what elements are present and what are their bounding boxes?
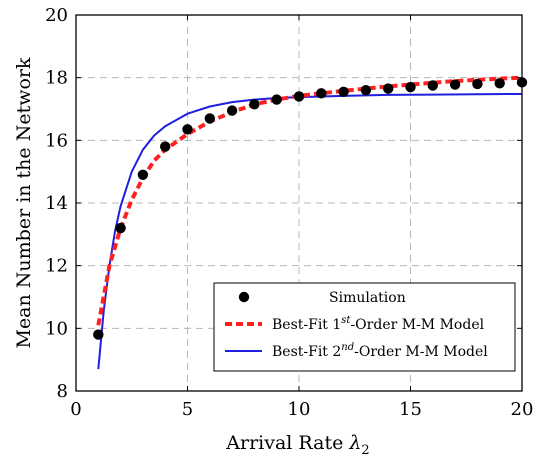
legend-label-simulation: Simulation <box>329 290 406 306</box>
x-axis-label-symbol: λ <box>348 432 361 454</box>
x-axis-label-text: Arrival Rate <box>225 432 343 454</box>
legend-label-second-order-b: -Order M-M Model <box>354 344 488 360</box>
simulation-point-17 <box>472 78 483 90</box>
simulation-point-0 <box>93 329 104 340</box>
simulation-point-18 <box>494 78 505 89</box>
simulation-point-14 <box>405 81 416 93</box>
simulation-point-6 <box>226 105 238 116</box>
simulation-point-1 <box>115 222 126 234</box>
simulation-point-15 <box>427 80 438 91</box>
simulation-point-12 <box>360 85 372 96</box>
y-tick-label-6: 20 <box>45 5 68 26</box>
simulation-point-9 <box>293 91 305 102</box>
legend-label-second-order-a: Best-Fit 2 <box>272 344 341 360</box>
legend-label-second-order: Best-Fit 2nd-Order M-M Model <box>272 342 488 360</box>
axis-ticks: 0 5 10 15 20 8 10 12 14 16 18 20 <box>45 5 533 420</box>
series-layer <box>93 75 528 370</box>
x-axis-label-subscript: 2 <box>361 443 369 458</box>
simulation-point-8 <box>271 94 282 105</box>
y-axis-label: Mean Number in the Network <box>13 57 35 349</box>
legend-box <box>213 282 516 372</box>
legend-label-first-order-a: Best-Fit 1 <box>272 317 341 333</box>
x-axis-label: Arrival Rate λ2 <box>225 432 369 458</box>
y-tick-label-2: 12 <box>45 256 68 277</box>
x-tick-label-4: 20 <box>511 399 534 420</box>
y-tick-label-5: 18 <box>45 68 68 89</box>
simulation-point-7 <box>249 99 260 110</box>
legend-label-first-order: Best-Fit 1st-Order M-M Model <box>272 315 485 333</box>
simulation-point-2 <box>137 169 149 180</box>
legend-label-second-order-sup: nd <box>341 342 354 353</box>
x-tick-label-2: 10 <box>288 399 311 420</box>
y-tick-label-1: 10 <box>45 318 68 339</box>
legend: Simulation Best-Fit 1st-Order M-M Model … <box>213 282 516 372</box>
simulation-point-10 <box>316 88 327 99</box>
legend-marker-simulation <box>238 291 250 303</box>
simulation-point-16 <box>449 79 461 90</box>
simulation-point-5 <box>204 113 215 124</box>
simulation-point-3 <box>160 141 171 152</box>
simulation-point-11 <box>338 86 349 97</box>
x-tick-label-3: 15 <box>399 399 422 420</box>
legend-label-first-order-b: -Order M-M Model <box>350 317 484 333</box>
simulation-point-13 <box>383 83 394 94</box>
simulation-point-4 <box>182 124 193 135</box>
x-tick-label-1: 5 <box>182 399 193 420</box>
legend-label-first-order-sup: st <box>341 315 351 326</box>
x-tick-label-0: 0 <box>70 399 81 420</box>
y-tick-label-4: 16 <box>45 130 68 151</box>
y-tick-label-0: 8 <box>57 381 68 402</box>
plot-area <box>93 75 528 370</box>
y-tick-label-3: 14 <box>45 193 68 214</box>
